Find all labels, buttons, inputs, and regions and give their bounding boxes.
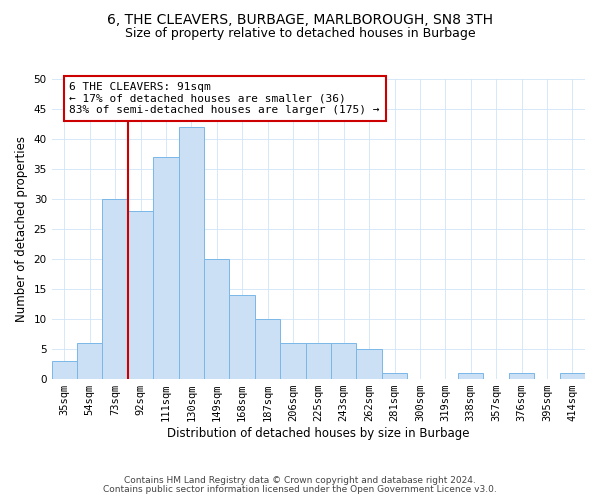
Bar bbox=[560, 373, 585, 379]
Bar bbox=[280, 343, 305, 379]
X-axis label: Distribution of detached houses by size in Burbage: Distribution of detached houses by size … bbox=[167, 427, 470, 440]
Bar bbox=[458, 373, 484, 379]
Bar bbox=[153, 157, 179, 379]
Bar bbox=[77, 343, 103, 379]
Bar bbox=[305, 343, 331, 379]
Text: Contains public sector information licensed under the Open Government Licence v3: Contains public sector information licen… bbox=[103, 485, 497, 494]
Y-axis label: Number of detached properties: Number of detached properties bbox=[15, 136, 28, 322]
Bar bbox=[52, 361, 77, 379]
Bar bbox=[204, 259, 229, 379]
Bar bbox=[229, 295, 255, 379]
Text: 6, THE CLEAVERS, BURBAGE, MARLBOROUGH, SN8 3TH: 6, THE CLEAVERS, BURBAGE, MARLBOROUGH, S… bbox=[107, 12, 493, 26]
Bar bbox=[331, 343, 356, 379]
Bar bbox=[255, 319, 280, 379]
Bar bbox=[179, 127, 204, 379]
Text: Size of property relative to detached houses in Burbage: Size of property relative to detached ho… bbox=[125, 28, 475, 40]
Bar bbox=[128, 211, 153, 379]
Text: 6 THE CLEAVERS: 91sqm
← 17% of detached houses are smaller (36)
83% of semi-deta: 6 THE CLEAVERS: 91sqm ← 17% of detached … bbox=[70, 82, 380, 115]
Bar bbox=[356, 349, 382, 379]
Bar bbox=[509, 373, 534, 379]
Bar bbox=[382, 373, 407, 379]
Text: Contains HM Land Registry data © Crown copyright and database right 2024.: Contains HM Land Registry data © Crown c… bbox=[124, 476, 476, 485]
Bar bbox=[103, 199, 128, 379]
